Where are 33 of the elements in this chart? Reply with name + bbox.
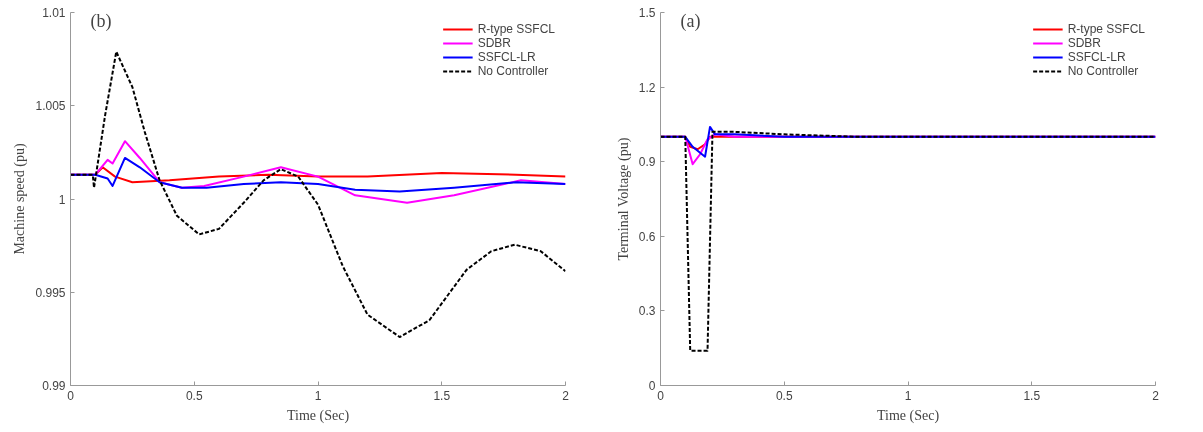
annotation: (b): [90, 10, 112, 32]
x-tick-label: 1.5: [433, 388, 451, 403]
y-axis-title: Machine speed (pu): [12, 143, 29, 255]
x-tick-label: 1.5: [1023, 388, 1041, 403]
legend-label: SDBR: [1067, 36, 1101, 50]
y-tick-label: 1.01: [42, 6, 66, 20]
y-tick-label: 0: [648, 379, 656, 393]
legend-label: SSFCL-LR: [1067, 50, 1126, 64]
y-axis-title: Terminal Voltage (pu): [615, 137, 632, 261]
x-tick-label: 2: [1152, 388, 1160, 403]
y-tick-label: 1: [58, 192, 66, 207]
x-tick-label: 0.5: [775, 388, 793, 403]
x-tick-label: 2: [562, 388, 570, 403]
x-tick-label: 1: [904, 388, 912, 403]
legend-label: SDBR: [477, 36, 511, 50]
legend-label: R-type SSFCL: [1067, 22, 1145, 36]
y-tick-label: 0.9: [638, 155, 656, 170]
y-tick-label: 0.995: [35, 285, 66, 300]
x-axis-title: Time (Sec): [286, 407, 350, 424]
legend-label: No Controller: [477, 64, 549, 78]
annotation: (a): [680, 10, 701, 32]
y-tick-label: 0.6: [638, 229, 656, 244]
legend-label: No Controller: [1067, 64, 1139, 78]
y-tick-label: 1.005: [35, 99, 66, 114]
y-tick-label: 1.2: [638, 80, 656, 95]
legend-label: SSFCL-LR: [477, 50, 536, 64]
y-tick-label: 1.5: [638, 6, 656, 20]
legend-label: R-type SSFCL: [477, 22, 555, 36]
x-axis-title: Time (Sec): [876, 407, 940, 424]
y-tick-label: 0.99: [42, 379, 66, 393]
x-tick-label: 0.5: [185, 388, 203, 403]
y-tick-label: 0.3: [638, 304, 656, 319]
x-tick-label: 1: [314, 388, 322, 403]
